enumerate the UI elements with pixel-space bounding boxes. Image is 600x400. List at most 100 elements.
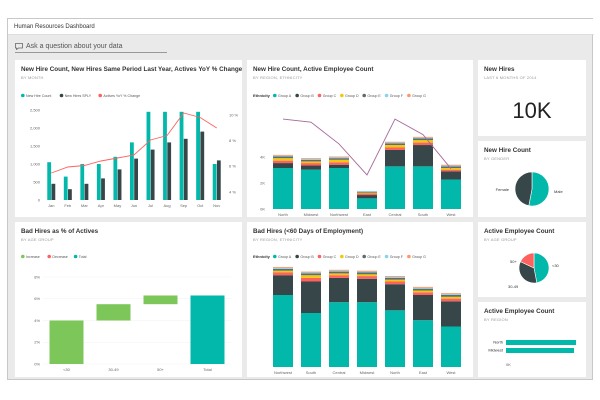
t2-legend-label: Group A	[278, 94, 292, 98]
stacked-segment-group-b	[441, 301, 461, 327]
stacked-segment-group-e	[329, 158, 349, 160]
tile-bad-hires-pct[interactable]: Bad Hires as % of Actives BY AGE GROUP I…	[15, 222, 242, 377]
bar-new-hires	[113, 156, 118, 200]
legend-title: Ethnicity	[253, 254, 271, 259]
stacked-segment-group-a	[413, 320, 433, 367]
bar-new-hires	[80, 164, 85, 200]
x-tick-label: Midwest	[304, 212, 320, 217]
stacked-segment-group-g	[301, 158, 321, 159]
stacked-segment-group-a	[413, 166, 433, 209]
stacked-segment-group-b	[301, 281, 321, 313]
tile-title: New Hire Count, Active Employee Count	[253, 66, 374, 73]
tile-title: New Hire Count, New Hires Same Period La…	[21, 66, 243, 73]
waterfall-total-bar	[190, 295, 225, 364]
stacked-segment-group-b	[329, 277, 349, 303]
pie-label: Female	[496, 187, 510, 192]
y-tick-label: 1,500	[30, 143, 41, 148]
tile-subtitle: BY REGION	[484, 317, 508, 322]
tile-hires-by-region[interactable]: New Hire Count, Active Employee Count BY…	[247, 60, 473, 217]
stacked-segment-group-f	[301, 158, 321, 160]
app-title: Human Resources Dashboard	[8, 19, 594, 35]
stacked-segment-group-b	[385, 284, 405, 311]
t2-legend-label: Group D	[345, 94, 359, 98]
tile-bad-hires-region[interactable]: Bad Hires (<60 Days of Employment) BY RE…	[247, 222, 473, 377]
stacked-segment-group-f	[301, 272, 321, 274]
t1-legend-label: Actives YoY % Change	[103, 94, 140, 98]
tile-new-hires-by-month[interactable]: New Hire Count, New Hires Same Period La…	[15, 60, 242, 217]
bar-sply	[84, 183, 89, 200]
bar-new-hires	[63, 176, 68, 200]
region-bar	[506, 348, 575, 353]
t2-legend-label: Group F	[390, 94, 404, 98]
bar-new-hires	[96, 164, 101, 200]
t2-legend-label: Group B	[300, 94, 314, 98]
x-tick-label: Jan	[48, 203, 54, 208]
t1-legend-label: New Hires SPLY	[65, 94, 92, 98]
x-tick-label: West	[446, 212, 456, 217]
pie-label: <30	[552, 263, 560, 268]
y-tick-label: 0K	[260, 206, 265, 211]
line-active-employees	[282, 118, 452, 176]
stacked-segment-group-g	[441, 164, 461, 166]
stacked-segment-group-d	[301, 161, 321, 164]
stacked-segment-group-e	[357, 272, 377, 275]
stacked-segment-group-e	[273, 268, 293, 271]
x-tick-label: 0K	[506, 362, 511, 367]
stacked-segment-group-a	[301, 313, 321, 367]
stacked-segment-group-a	[273, 295, 293, 367]
x-tick-label: South	[418, 212, 428, 217]
t1-legend-label: New Hire Count	[26, 94, 51, 98]
tile-title: New Hires	[484, 66, 515, 73]
y2-tick-label: 4 %	[229, 189, 236, 194]
y2-tick-label: 10 %	[229, 112, 239, 117]
pie-slice	[533, 252, 550, 284]
bar-new-hires	[47, 162, 52, 200]
y-tick-label: 4%	[34, 318, 40, 323]
stacked-segment-group-b	[413, 145, 433, 167]
pie-label: Male	[554, 189, 563, 194]
tile-subtitle: BY REGION, ETHNICITY	[253, 75, 303, 80]
stacked-segment-group-b	[441, 171, 461, 180]
x-tick-label: Jun	[131, 203, 137, 208]
stacked-segment-group-a	[441, 179, 461, 209]
pie-slice	[528, 171, 550, 207]
y-tick-label: 2,000	[30, 125, 41, 130]
qa-search-input[interactable]: Ask a question about your data	[15, 41, 167, 53]
stacked-segment-group-e	[413, 138, 433, 141]
stacked-segment-group-e	[413, 288, 433, 291]
x-tick-label: 50+	[157, 367, 164, 372]
stacked-segment-group-d	[273, 270, 293, 273]
stacked-segment-group-d	[413, 140, 433, 143]
t6-legend-label: Group E	[367, 255, 381, 259]
tile-active-by-age[interactable]: Active Employee Count BY AGE GROUP <30 30…	[478, 222, 586, 297]
x-tick-label: Sep	[180, 203, 188, 208]
tile-hires-by-gender[interactable]: New Hire Count BY GENDER Female Male	[478, 141, 586, 217]
t1-legend-marker	[21, 93, 25, 98]
tile-title: New Hire Count	[484, 147, 531, 154]
t5-legend-marker	[73, 254, 78, 259]
tile-subtitle: BY GENDER	[484, 156, 510, 161]
stacked-segment-group-a	[357, 198, 377, 209]
bar-sply	[216, 160, 221, 200]
stacked-segment-group-c	[385, 281, 405, 285]
stacked-segment-group-a	[273, 168, 293, 209]
stacked-segment-group-g	[329, 156, 349, 158]
stacked-segment-group-b	[357, 195, 377, 199]
t6-legend-label: Group D	[345, 255, 359, 259]
stacked-segment-group-d	[385, 279, 405, 282]
bar-new-hires	[146, 111, 151, 200]
tile-active-by-region[interactable]: Active Employee Count BY REGION North Mid…	[478, 302, 586, 377]
stacked-segment-group-f	[357, 190, 377, 192]
stacked-segment-group-f	[357, 271, 377, 273]
x-tick-label: Apr	[98, 203, 105, 208]
stacked-segment-group-c	[301, 163, 321, 166]
y2-tick-label: 6 %	[229, 164, 236, 169]
stacked-segment-group-c	[441, 298, 461, 302]
x-tick-label: East	[363, 212, 372, 217]
t6-legend-marker	[295, 254, 299, 259]
stacked-segment-group-a	[329, 168, 349, 209]
x-tick-label: Jul	[148, 203, 153, 208]
stacked-segment-group-g	[357, 270, 377, 272]
stacked-segment-group-d	[357, 192, 377, 194]
tile-new-hires-card[interactable]: New Hires LAST 6 MONTHS OF 2014 10K	[478, 60, 586, 136]
